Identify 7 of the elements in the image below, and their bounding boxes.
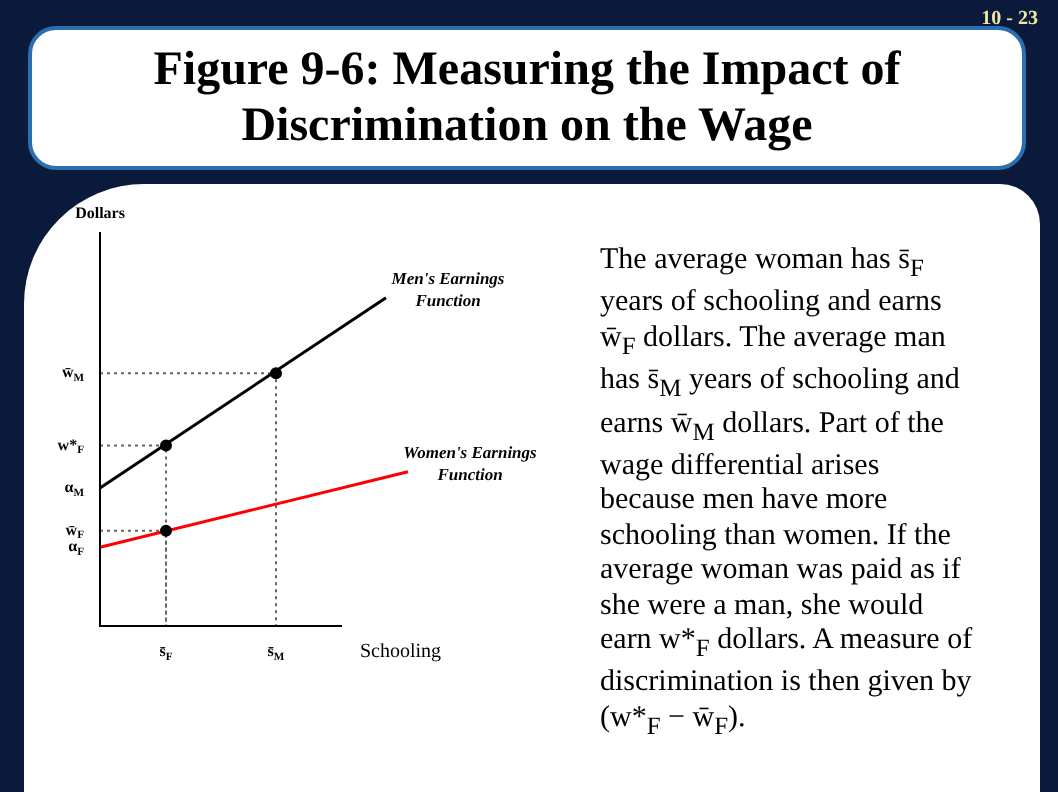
text: 10 - 23 (981, 8, 1038, 30)
text: Figure 9-6: Measuring the Impact of Discrimination on the Wage (151, 42, 903, 154)
x-axis-title: Schooling (360, 641, 442, 664)
series-label: Women's Earnings Function (403, 442, 539, 485)
y-axis-title: Dollars (75, 204, 125, 223)
text: The average woman has s̄$_{F}$ years of schooling and earns w̄$_{F}$ dollars. The average man has s̄$_{M}$ years of schooling and earns w̄$_{M}$ dollars. Part of the wage differential arises because men have more schooling than women. If the average woman was paid as if she were a man, she would earn w*$_{F}$ dollars. A measure of discrimination is then given by (w*$_{F}$ − w̄$_{F}$). (600, 244, 973, 740)
series-label: Men's Earnings Function (389, 268, 506, 311)
